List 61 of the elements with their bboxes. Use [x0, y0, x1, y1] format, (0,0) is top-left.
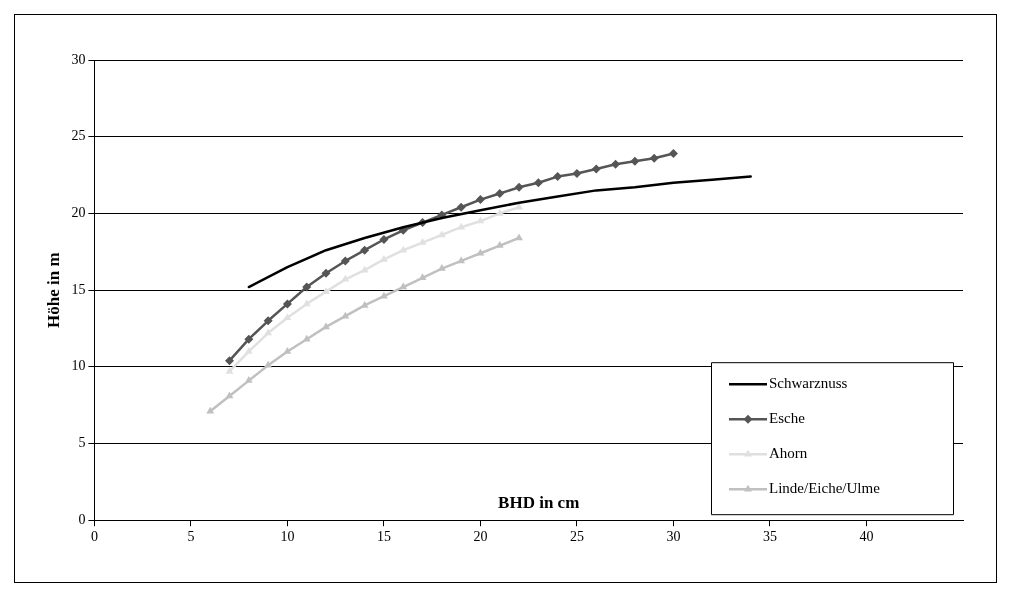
point — [380, 254, 388, 262]
point — [340, 256, 350, 266]
x-tick-label: 15 — [376, 529, 391, 545]
point — [282, 299, 292, 309]
x-tick-label: 0 — [90, 529, 98, 545]
x-tick-label: 20 — [473, 529, 488, 545]
x-tick-label: 5 — [187, 529, 195, 545]
point — [668, 149, 678, 159]
y-axis-title: Höhe in m — [43, 252, 63, 328]
point — [495, 188, 505, 198]
y-tick-label: 0 — [78, 511, 86, 527]
point — [244, 346, 253, 354]
y-tick-label: 30 — [71, 51, 86, 67]
point — [283, 346, 292, 354]
point — [360, 245, 370, 255]
point — [225, 356, 235, 366]
point — [533, 178, 543, 188]
point — [264, 360, 273, 368]
point — [321, 268, 331, 278]
point — [514, 182, 524, 192]
x-tick-label: 40 — [859, 529, 874, 545]
point — [457, 256, 466, 264]
point — [630, 156, 640, 166]
point — [475, 195, 485, 205]
point — [302, 282, 312, 292]
point — [515, 233, 523, 241]
y-tick-label: 15 — [71, 281, 86, 297]
x-tick-label: 30 — [666, 529, 681, 545]
point — [225, 391, 234, 399]
legend-label: Schwarznuss — [769, 375, 848, 392]
point — [206, 406, 215, 414]
y-tick-label: 5 — [78, 435, 86, 451]
legend-label: Esche — [769, 410, 806, 427]
point — [244, 334, 254, 344]
point — [553, 172, 563, 182]
x-tick-label: 35 — [762, 529, 777, 545]
point — [591, 164, 601, 174]
point — [322, 287, 330, 294]
point — [264, 328, 273, 336]
x-tick-label: 25 — [569, 529, 584, 545]
point — [649, 153, 659, 163]
y-tick-label: 10 — [71, 358, 86, 374]
point — [244, 376, 253, 383]
legend-label: Ahorn — [769, 445, 808, 462]
point — [476, 248, 485, 256]
point — [572, 169, 582, 179]
point — [283, 313, 292, 320]
point — [399, 282, 408, 290]
point — [341, 274, 350, 282]
point — [379, 234, 389, 244]
x-axis-title: BHD in cm — [498, 493, 580, 513]
legend-label: Linde/Eiche/Ulme — [769, 480, 881, 497]
point — [322, 322, 330, 330]
point — [476, 216, 485, 224]
y-tick-label: 25 — [71, 128, 86, 144]
point — [456, 202, 466, 212]
point — [225, 366, 234, 374]
y-tick-label: 20 — [71, 205, 86, 221]
point — [611, 159, 621, 169]
x-tick-label: 10 — [280, 529, 295, 545]
point — [263, 316, 273, 326]
